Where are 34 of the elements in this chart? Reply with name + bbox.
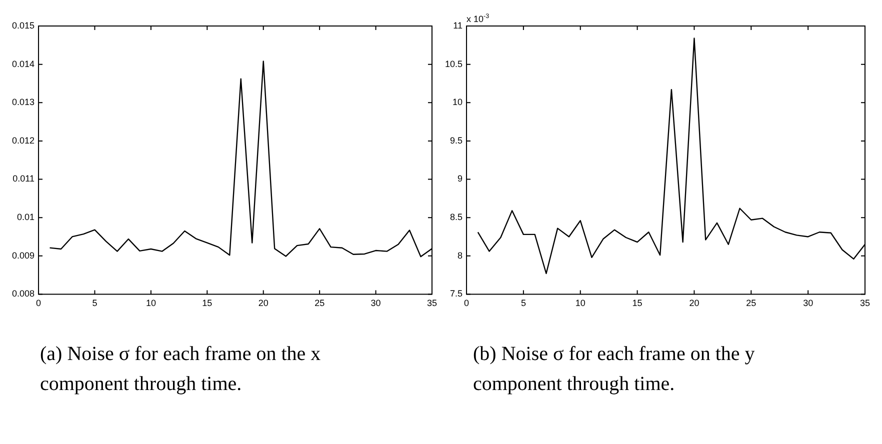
x-tick-label: 10 xyxy=(575,298,586,308)
y-tick-label: 10.5 xyxy=(444,58,463,69)
x-tick-label: 0 xyxy=(464,298,470,308)
x-tick-label: 15 xyxy=(632,298,642,308)
y-tick-label: 0.013 xyxy=(12,97,35,108)
y-tick-label: 8 xyxy=(458,250,463,260)
y-tick-label: 9.5 xyxy=(450,135,463,146)
y-tick-label: 0.01 xyxy=(16,212,35,222)
y-tick-label: 11 xyxy=(453,20,463,30)
x-tick-label: 30 xyxy=(803,298,814,308)
x-tick-label: 15 xyxy=(202,298,212,308)
y-tick-label: 8.5 xyxy=(450,212,463,222)
y-tick-label: 9 xyxy=(458,174,463,184)
y-tick-label: 0.008 xyxy=(12,288,35,299)
y-tick-label: 0.011 xyxy=(12,174,35,184)
x-tick-label: 20 xyxy=(258,298,268,308)
x-tick-label: 5 xyxy=(92,298,98,308)
x-tick-label: 30 xyxy=(370,298,381,308)
text: (b) Noise σ for each frame on the y component through time. xyxy=(472,342,756,397)
y-tick-label: 0.014 xyxy=(12,58,35,69)
y-tick-label: 0.009 xyxy=(12,250,35,260)
x-tick-label: 0 xyxy=(36,298,42,308)
x-tick-label: 35 xyxy=(426,298,437,308)
x-tick-label: 20 xyxy=(689,298,700,308)
x-tick-label: 25 xyxy=(746,298,756,308)
x-tick-label: 35 xyxy=(860,298,870,308)
y-tick-label: 0.012 xyxy=(12,135,35,146)
x-tick-label: 25 xyxy=(314,298,325,308)
y-tick-label: 0.015 xyxy=(12,20,35,30)
x-tick-label: 5 xyxy=(520,298,526,308)
text: (a) Noise σ for each frame on the x component through time. xyxy=(39,342,322,397)
y-tick-label: 10 xyxy=(452,97,463,108)
x-tick-label: 10 xyxy=(146,298,156,308)
y-tick-label: 7.5 xyxy=(450,288,463,299)
